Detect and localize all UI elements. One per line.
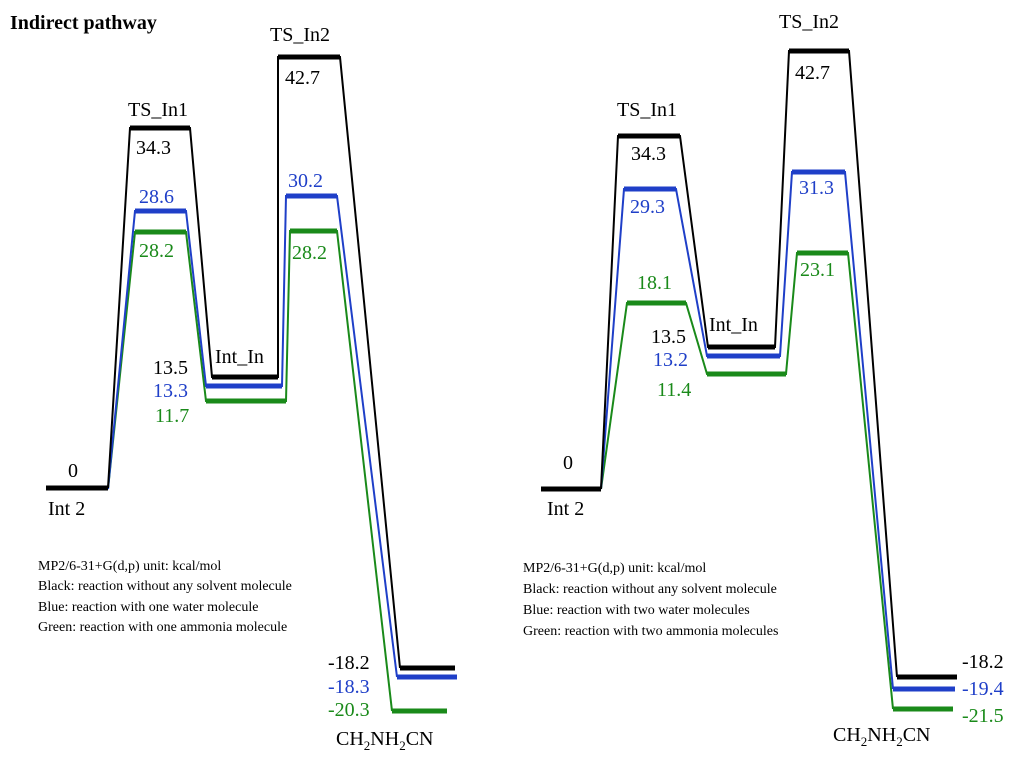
left-legend-method: MP2/6-31+G(d,p) unit: kcal/mol [38, 559, 221, 574]
left-label-product: CH2NH2CN [336, 728, 433, 753]
left-black-value-ts2: 42.7 [285, 67, 320, 89]
left-green-value-ts2: 28.2 [292, 242, 327, 264]
left-legend-black: Black: reaction without any solvent mole… [38, 579, 292, 594]
diagram-title: Indirect pathway [10, 12, 157, 34]
right-legend: MP2/6-31+G(d,p) unit: kcal/mol Black: re… [523, 561, 778, 639]
left-legend-blue: Blue: reaction with one water molecule [38, 600, 258, 615]
right-panel: Int 2 TS_In1 Int_In TS_In2 CH2NH2CN 0 34… [523, 11, 1004, 749]
left-legend: MP2/6-31+G(d,p) unit: kcal/mol Black: re… [38, 559, 292, 635]
right-black-pathway [541, 48, 957, 680]
right-blue-pathway [600, 169, 955, 692]
left-green-value-ts1: 28.2 [139, 240, 174, 262]
right-legend-black: Black: reaction without any solvent mole… [523, 582, 777, 597]
left-black-value-ts1: 34.3 [136, 137, 171, 159]
right-green-value-int: 11.4 [657, 379, 691, 401]
right-black-value-ts2: 42.7 [795, 62, 830, 84]
left-blue-pathway [107, 193, 457, 680]
left-label-ts1: TS_In1 [128, 99, 188, 121]
right-legend-green: Green: reaction with two ammonia molecul… [523, 624, 778, 639]
right-black-value-ts1: 34.3 [631, 143, 666, 165]
left-label-ts2: TS_In2 [270, 24, 330, 46]
left-green-value-int: 11.7 [155, 405, 189, 427]
right-green-value-ts2: 23.1 [800, 259, 835, 281]
left-panel: Int 2 TS_In1 Int_In TS_In2 CH2NH2CN 0 34… [38, 24, 457, 753]
left-legend-green: Green: reaction with one ammonia molecul… [38, 620, 287, 635]
right-blue-value-product: -19.4 [962, 678, 1004, 700]
right-green-pathway [600, 250, 953, 712]
left-black-value-int: 13.5 [153, 357, 188, 379]
right-black-value-start: 0 [563, 452, 573, 474]
left-black-pathway [46, 54, 455, 671]
left-blue-value-product: -18.3 [328, 676, 370, 698]
right-label-start: Int 2 [547, 498, 584, 520]
right-green-value-product: -21.5 [962, 705, 1004, 727]
right-label-ts1: TS_In1 [617, 99, 677, 121]
right-legend-blue: Blue: reaction with two water molecules [523, 603, 750, 618]
right-black-value-product: -18.2 [962, 651, 1004, 673]
right-label-ts2: TS_In2 [779, 11, 839, 33]
left-black-value-start: 0 [68, 460, 78, 482]
right-legend-method: MP2/6-31+G(d,p) unit: kcal/mol [523, 561, 706, 576]
left-label-start: Int 2 [48, 498, 85, 520]
right-blue-value-int: 13.2 [653, 349, 688, 371]
left-blue-value-ts1: 28.6 [139, 186, 174, 208]
left-green-pathway [107, 228, 447, 714]
right-label-int: Int_In [709, 314, 758, 336]
right-black-value-int: 13.5 [651, 326, 686, 348]
left-blue-value-ts2: 30.2 [288, 170, 323, 192]
right-blue-value-ts1: 29.3 [630, 196, 665, 218]
left-green-value-product: -20.3 [328, 699, 370, 721]
left-black-value-product: -18.2 [328, 652, 370, 674]
right-blue-value-ts2: 31.3 [799, 177, 834, 199]
left-blue-value-int: 13.3 [153, 380, 188, 402]
right-label-product: CH2NH2CN [833, 724, 930, 749]
right-green-value-ts1: 18.1 [637, 272, 672, 294]
left-label-int: Int_In [215, 346, 264, 368]
